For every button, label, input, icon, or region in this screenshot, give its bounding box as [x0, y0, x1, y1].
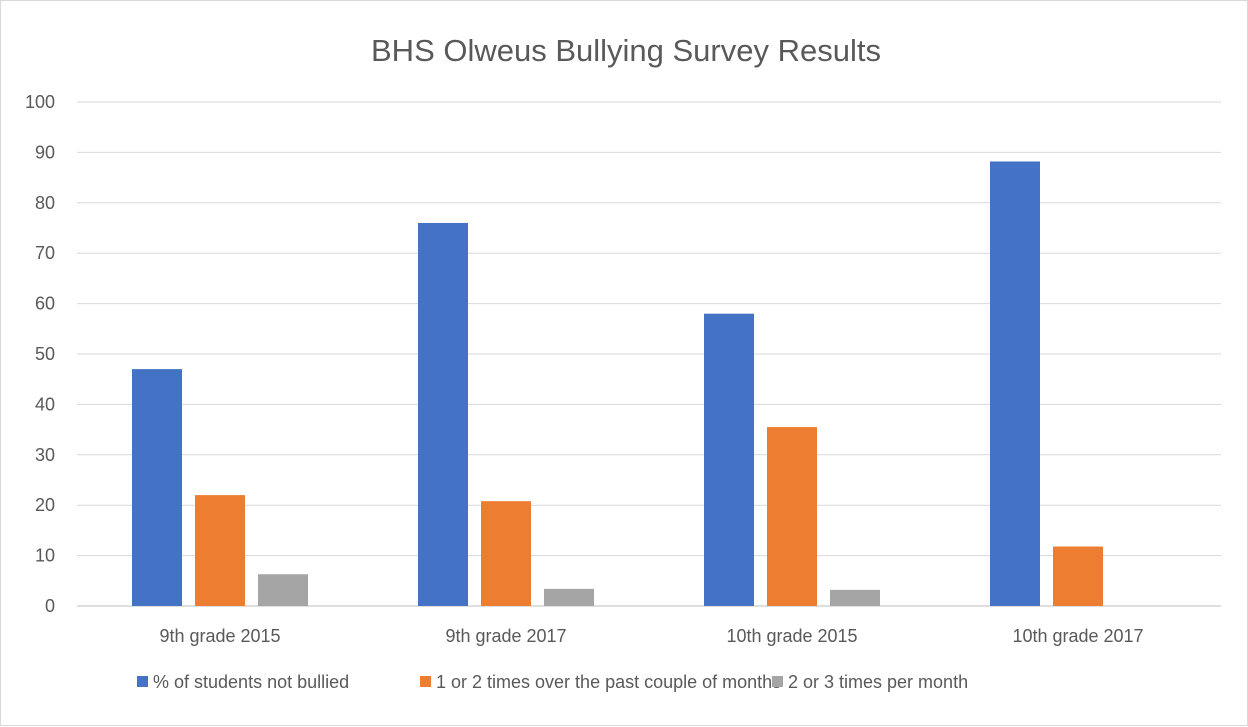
- bar: [767, 427, 817, 606]
- legend-label: % of students not bullied: [153, 672, 349, 692]
- y-tick-label: 90: [35, 142, 55, 162]
- bar: [258, 574, 308, 606]
- y-tick-label: 70: [35, 243, 55, 263]
- bar: [1053, 546, 1103, 606]
- x-category-label: 10th grade 2015: [726, 626, 857, 646]
- y-tick-label: 100: [25, 92, 55, 112]
- y-tick-label: 10: [35, 546, 55, 566]
- x-axis-categories: 9th grade 2015 9th grade 2017 10th grade 2…: [159, 626, 1143, 646]
- bar: [990, 161, 1040, 607]
- bars: [132, 161, 1103, 607]
- y-tick-label: 40: [35, 394, 55, 414]
- legend-swatch: [137, 676, 148, 687]
- y-tick-label: 60: [35, 294, 55, 314]
- legend: % of students not bullied 1 or 2 times ov…: [137, 672, 968, 692]
- legend-label: 2 or 3 times per month: [788, 672, 968, 692]
- y-tick-label: 0: [45, 596, 55, 616]
- legend-swatch: [772, 676, 783, 687]
- y-axis-ticks: 0 10 20 30 40 50 60 70 80 90 100: [25, 92, 55, 616]
- x-category-label: 10th grade 2017: [1012, 626, 1143, 646]
- gridlines: [77, 101, 1221, 607]
- x-category-label: 9th grade 2015: [159, 626, 280, 646]
- chart-title: BHS Olweus Bullying Survey Results: [371, 33, 881, 68]
- y-tick-label: 50: [35, 344, 55, 364]
- legend-label: 1 or 2 times over the past couple of mon…: [436, 672, 781, 692]
- y-tick-label: 30: [35, 445, 55, 465]
- x-category-label: 9th grade 2017: [445, 626, 566, 646]
- bar: [544, 588, 594, 606]
- bar: [418, 222, 468, 606]
- bar: [704, 313, 754, 606]
- bar: [195, 495, 245, 606]
- bar: [481, 501, 531, 606]
- y-tick-label: 80: [35, 193, 55, 213]
- legend-swatch: [420, 676, 431, 687]
- y-tick-label: 20: [35, 495, 55, 515]
- bar: [830, 589, 880, 606]
- bar: [132, 369, 182, 606]
